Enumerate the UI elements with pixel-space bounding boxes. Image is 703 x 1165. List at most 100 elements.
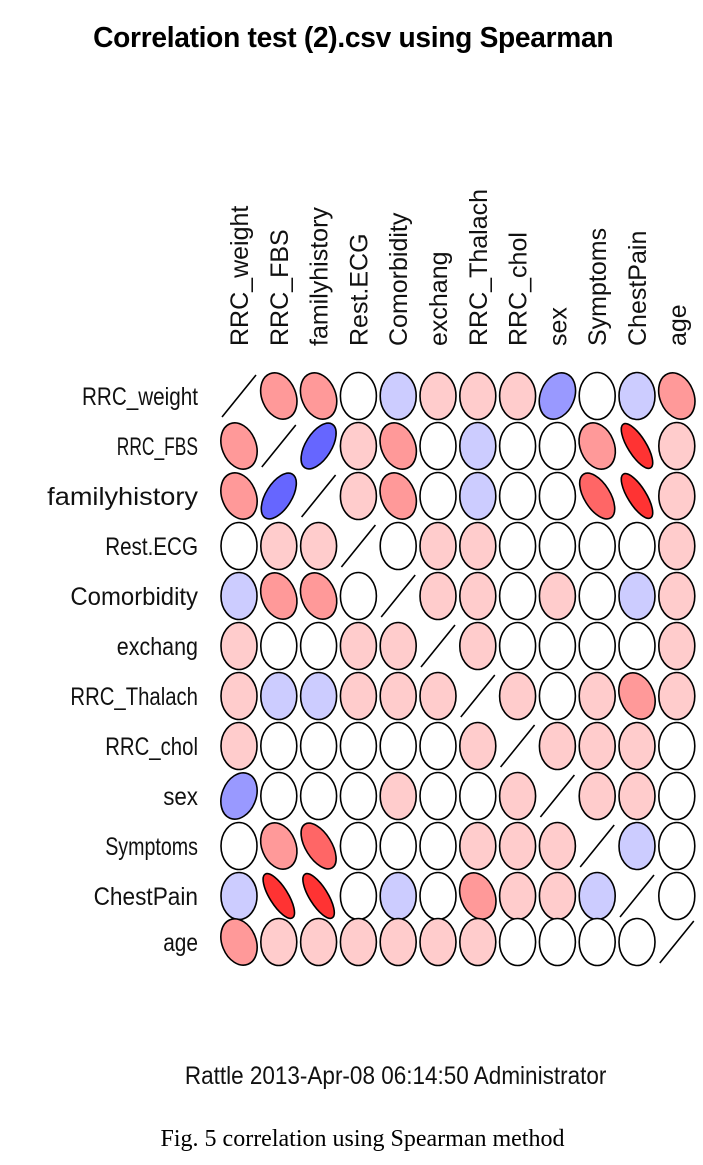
correlation-ellipse xyxy=(578,472,616,520)
correlation-ellipse xyxy=(657,821,696,871)
correlation-ellipse xyxy=(339,917,378,967)
figure-caption: Fig. 5 correlation using Spearman method xyxy=(160,1126,565,1152)
correlation-ellipse xyxy=(618,821,656,871)
correlation-ellipse xyxy=(618,672,656,720)
chart-title: Correlation test (2).csv using Spearman xyxy=(93,22,614,54)
correlation-ellipse xyxy=(259,372,298,420)
correlation-ellipse xyxy=(339,571,378,621)
row-label: sex xyxy=(163,783,198,811)
correlation-ellipse xyxy=(458,721,497,771)
correlation-ellipse xyxy=(379,871,418,921)
correlation-ellipse xyxy=(300,422,337,470)
correlation-ellipse xyxy=(538,721,577,771)
row-label: exchang xyxy=(117,633,198,661)
column-label: RRC_FBS xyxy=(266,229,294,346)
diagonal-cell xyxy=(221,374,257,418)
correlation-ellipse xyxy=(259,671,298,721)
correlation-ellipse xyxy=(458,371,497,421)
correlation-ellipse xyxy=(299,572,338,620)
column-labels: RRC_weight RRC_FBS familyhistory Rest.ECG Co… xyxy=(226,189,692,346)
correlation-ellipse xyxy=(419,421,457,471)
correlation-ellipse xyxy=(299,671,338,721)
correlation-ellipse xyxy=(379,521,418,571)
column-label: RRC_chol xyxy=(505,232,533,346)
correlation-ellipse xyxy=(538,421,577,471)
correlation-ellipse xyxy=(220,422,258,470)
correlation-ellipse xyxy=(578,771,617,821)
diagonal-cell xyxy=(261,424,297,468)
correlation-ellipse xyxy=(578,571,617,621)
column-label: RRC_weight xyxy=(226,206,254,346)
correlation-ellipse xyxy=(578,671,617,721)
correlation-ellipse xyxy=(618,621,656,671)
correlation-ellipse xyxy=(379,721,418,771)
correlation-ellipse xyxy=(302,872,336,920)
correlation-ellipse xyxy=(339,721,378,771)
correlation-ellipse xyxy=(379,371,418,421)
correlation-ellipse xyxy=(498,371,537,421)
correlation-ellipse xyxy=(259,521,298,571)
correlation-ellipse xyxy=(220,671,258,721)
correlation-ellipse xyxy=(618,721,656,771)
correlation-ellipse xyxy=(498,671,537,721)
row-label: RRC_chol xyxy=(105,733,198,761)
row-label: age xyxy=(163,929,198,957)
row-label: ChestPain xyxy=(94,883,198,911)
correlation-ellipse xyxy=(578,917,617,967)
column-label: familyhistory xyxy=(306,207,334,346)
column-label: Symptoms xyxy=(584,228,612,346)
correlation-ellipse xyxy=(618,917,656,967)
correlation-ellipse xyxy=(538,621,577,671)
correlation-ellipse xyxy=(379,771,418,821)
correlation-ellipse xyxy=(498,421,537,471)
correlation-ellipse xyxy=(220,721,258,771)
correlation-ellipse xyxy=(618,521,656,571)
correlation-ellipse xyxy=(458,621,497,671)
correlation-ellipse xyxy=(458,872,497,920)
rattle-footer: Rattle 2013-Apr-08 06:14:50 Administrato… xyxy=(184,1062,607,1090)
correlation-ellipse xyxy=(299,372,338,420)
correlation-ellipse xyxy=(620,422,654,470)
correlation-ellipse xyxy=(419,371,457,421)
row-label: RRC_FBS xyxy=(117,433,198,461)
correlation-ellipse xyxy=(657,372,696,420)
correlation-ellipse xyxy=(419,917,457,967)
correlation-ellipse xyxy=(538,521,577,571)
correlation-ellipse xyxy=(458,571,497,621)
correlation-ellipse xyxy=(262,872,296,920)
correlation-cells xyxy=(220,371,696,967)
correlation-ellipse xyxy=(458,821,497,871)
correlation-ellipse xyxy=(220,772,258,820)
correlation-ellipse xyxy=(498,521,537,571)
correlation-ellipse xyxy=(259,822,298,870)
row-label: RRC_weight xyxy=(82,383,198,411)
correlation-ellipse xyxy=(260,472,298,520)
diagonal-cell xyxy=(579,824,615,868)
correlation-ellipse xyxy=(578,521,617,571)
correlation-ellipse xyxy=(339,421,378,471)
correlation-ellipse xyxy=(419,871,457,921)
correlation-ellipse xyxy=(259,621,298,671)
correlation-ellipse xyxy=(498,471,537,521)
correlation-ellipse xyxy=(339,671,378,721)
column-label: sex xyxy=(544,307,572,346)
correlation-ellipse xyxy=(379,422,418,470)
correlation-ellipse xyxy=(220,918,258,966)
correlation-ellipse xyxy=(339,871,378,921)
column-label: exchang xyxy=(425,251,453,346)
diagonal-cell xyxy=(340,524,377,568)
column-label: Rest.ECG xyxy=(345,233,373,346)
correlation-ellipse xyxy=(498,771,537,821)
correlation-ellipse xyxy=(578,422,617,470)
row-label: Rest.ECG xyxy=(105,533,198,561)
correlation-ellipse xyxy=(538,671,577,721)
correlation-ellipse xyxy=(419,571,457,621)
correlation-ellipse xyxy=(419,671,457,721)
correlation-ellipse xyxy=(259,771,298,821)
correlation-ellipse xyxy=(657,421,696,471)
correlation-ellipse xyxy=(578,371,617,421)
correlation-ellipse xyxy=(419,521,457,571)
correlation-ellipse xyxy=(657,721,696,771)
correlation-ellipse xyxy=(220,621,258,671)
correlation-ellipse xyxy=(620,472,654,520)
